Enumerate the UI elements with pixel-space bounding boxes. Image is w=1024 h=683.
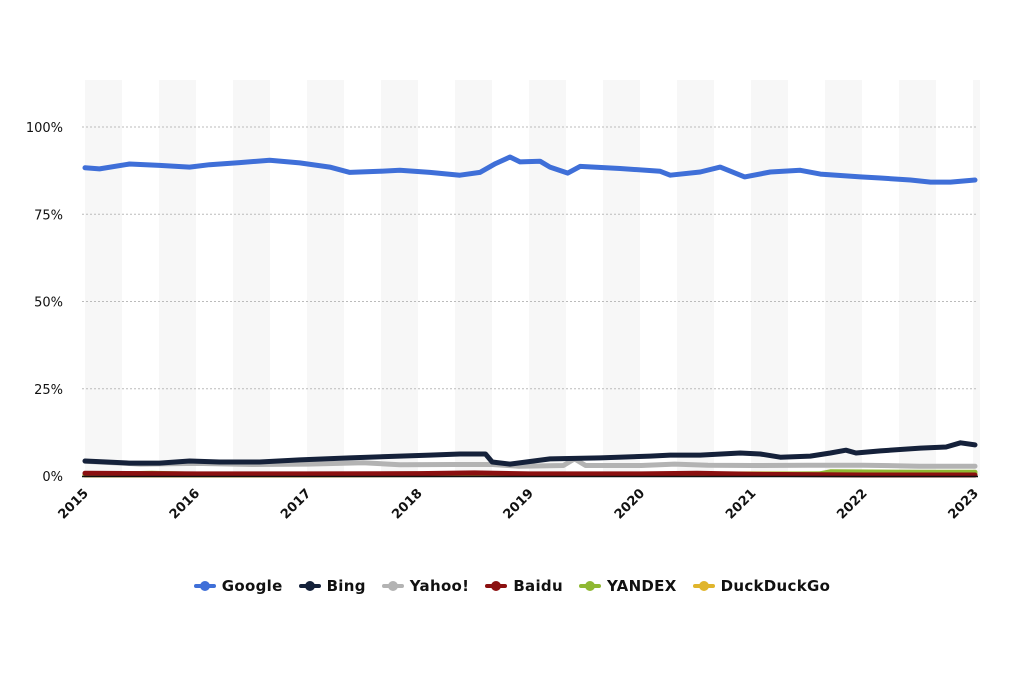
google-swatch-icon	[193, 581, 216, 591]
x-tick-label: 2018	[389, 486, 425, 522]
yandex-swatch-icon	[578, 581, 601, 591]
background-band	[825, 80, 862, 476]
y-tick-label: 0%	[42, 470, 63, 485]
x-tick-label: 2019	[501, 486, 537, 522]
legend-item-duckduckgo[interactable]: DuckDuckGo	[692, 577, 831, 595]
x-tick-label: 2015	[56, 486, 92, 522]
x-tick-label: 2023	[946, 486, 982, 522]
background-band	[159, 80, 196, 476]
background-band	[307, 80, 344, 476]
legend-item-yahoo[interactable]: Yahoo!	[381, 577, 470, 595]
background-band	[85, 80, 122, 476]
baidu-swatch-icon	[485, 581, 508, 591]
legend-label: DuckDuckGo	[720, 577, 831, 595]
y-tick-label: 75%	[34, 208, 63, 223]
legend-item-yandex[interactable]: YANDEX	[578, 577, 677, 595]
y-tick-label: 100%	[26, 121, 63, 136]
bing-swatch-icon	[298, 581, 321, 591]
yahoo-swatch-icon	[381, 581, 404, 591]
series-line-baidu	[82, 470, 978, 478]
background-band	[973, 80, 980, 476]
background-band	[381, 80, 418, 476]
series-lines	[82, 154, 978, 478]
background-band	[529, 80, 566, 476]
legend-item-google[interactable]: Google	[193, 577, 283, 595]
legend-label: Google	[221, 577, 283, 595]
duckduckgo-swatch-icon	[692, 581, 715, 591]
background-bands	[85, 80, 980, 476]
legend-item-baidu[interactable]: Baidu	[485, 577, 563, 595]
background-band	[603, 80, 640, 476]
x-tick-label: 2021	[723, 486, 759, 522]
background-band	[899, 80, 936, 476]
legend-item-bing[interactable]: Bing	[298, 577, 366, 595]
y-axis-labels: 0% 25% 50% 75% 100%	[26, 121, 63, 485]
gridlines	[82, 126, 978, 390]
y-tick-label: 50%	[34, 296, 63, 311]
y-tick-label: 25%	[34, 383, 63, 398]
legend-label: YANDEX	[606, 577, 677, 595]
x-tick-label: 2016	[167, 486, 203, 522]
series-line-yahoo	[82, 456, 978, 469]
x-tick-label: 2020	[612, 486, 648, 522]
x-tick-label: 2017	[278, 486, 314, 522]
line-chart: 0% 25% 50% 75% 100% 2015 2016 2017 2018 2019 2020…	[25, 80, 982, 523]
background-band	[455, 80, 492, 476]
legend-label: Baidu	[513, 577, 563, 595]
legend: Google Bing Yahoo! Baidu YANDEX DuckDuck…	[0, 577, 1024, 595]
series-line-google	[82, 154, 978, 185]
background-band	[751, 80, 788, 476]
x-tick-label: 2022	[834, 486, 870, 522]
legend-label: Yahoo!	[409, 577, 470, 595]
background-band	[677, 80, 714, 476]
background-band	[233, 80, 270, 476]
x-axis-labels: 2015 2016 2017 2018 2019 2020 2021 2022 2023	[56, 486, 982, 522]
legend-label: Bing	[326, 577, 366, 595]
series-line-bing	[82, 440, 978, 467]
